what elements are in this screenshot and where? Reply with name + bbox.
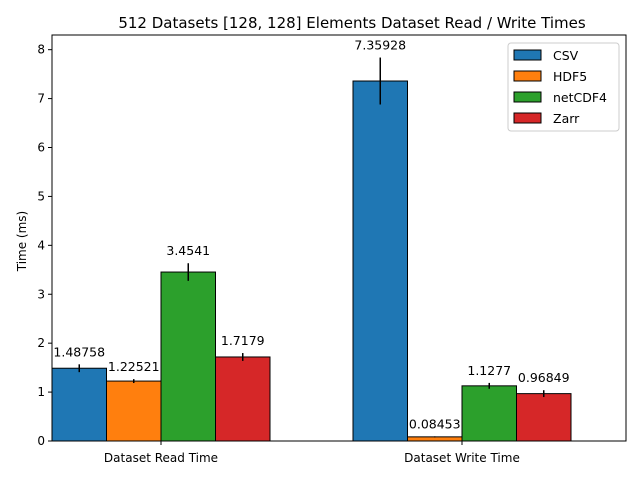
legend-swatch bbox=[513, 91, 542, 103]
bar bbox=[352, 80, 408, 442]
y-tick-label: 1 bbox=[37, 385, 45, 399]
bar bbox=[51, 367, 107, 442]
plot-frame bbox=[51, 34, 627, 442]
bar bbox=[106, 380, 162, 442]
bar bbox=[407, 436, 463, 442]
legend: CSV HDF5 netCDF4 Zarr bbox=[507, 42, 620, 132]
data-label: 0.96849 bbox=[518, 370, 570, 385]
data-label: 1.7179 bbox=[221, 333, 265, 348]
bar bbox=[461, 385, 517, 442]
y-tick-label: 7 bbox=[37, 92, 45, 106]
legend-box bbox=[507, 42, 620, 132]
legend-swatch bbox=[513, 49, 542, 61]
legend-label: Zarr bbox=[553, 111, 580, 126]
y-tick-label: 0 bbox=[37, 434, 45, 448]
data-label: 7.35928 bbox=[354, 38, 406, 53]
y-tick-label: 4 bbox=[37, 238, 45, 252]
y-tick-label: 8 bbox=[37, 43, 45, 57]
legend-label: HDF5 bbox=[553, 69, 587, 84]
data-label: 0.08453 bbox=[409, 416, 461, 431]
x-tick-label: Dataset Write Time bbox=[404, 451, 520, 465]
bar bbox=[160, 271, 216, 442]
legend-swatch bbox=[513, 112, 542, 124]
y-tick-label: 5 bbox=[37, 189, 45, 203]
y-axis-label: Time (ms) bbox=[15, 211, 29, 273]
legend-label: netCDF4 bbox=[553, 90, 607, 105]
y-tick-label: 6 bbox=[37, 141, 45, 155]
bar bbox=[516, 393, 572, 442]
bar bbox=[215, 356, 271, 442]
data-label: 1.22521 bbox=[108, 359, 160, 374]
x-tick-label: Dataset Read Time bbox=[104, 451, 218, 465]
data-label: 1.48758 bbox=[53, 344, 105, 359]
data-label: 3.4541 bbox=[166, 243, 210, 258]
legend-label: CSV bbox=[553, 48, 579, 63]
y-tick-label: 3 bbox=[37, 287, 45, 301]
chart-title: 512 Datasets [128, 128] Elements Dataset… bbox=[118, 14, 586, 32]
plot-area: 0 1 2 3 4 5 6 7 8 1.48758 7.35928 1.22521 0.08453 3.4… bbox=[37, 38, 572, 465]
data-label: 1.1277 bbox=[467, 363, 511, 378]
y-tick-label: 2 bbox=[37, 336, 45, 350]
legend-swatch bbox=[513, 70, 542, 82]
